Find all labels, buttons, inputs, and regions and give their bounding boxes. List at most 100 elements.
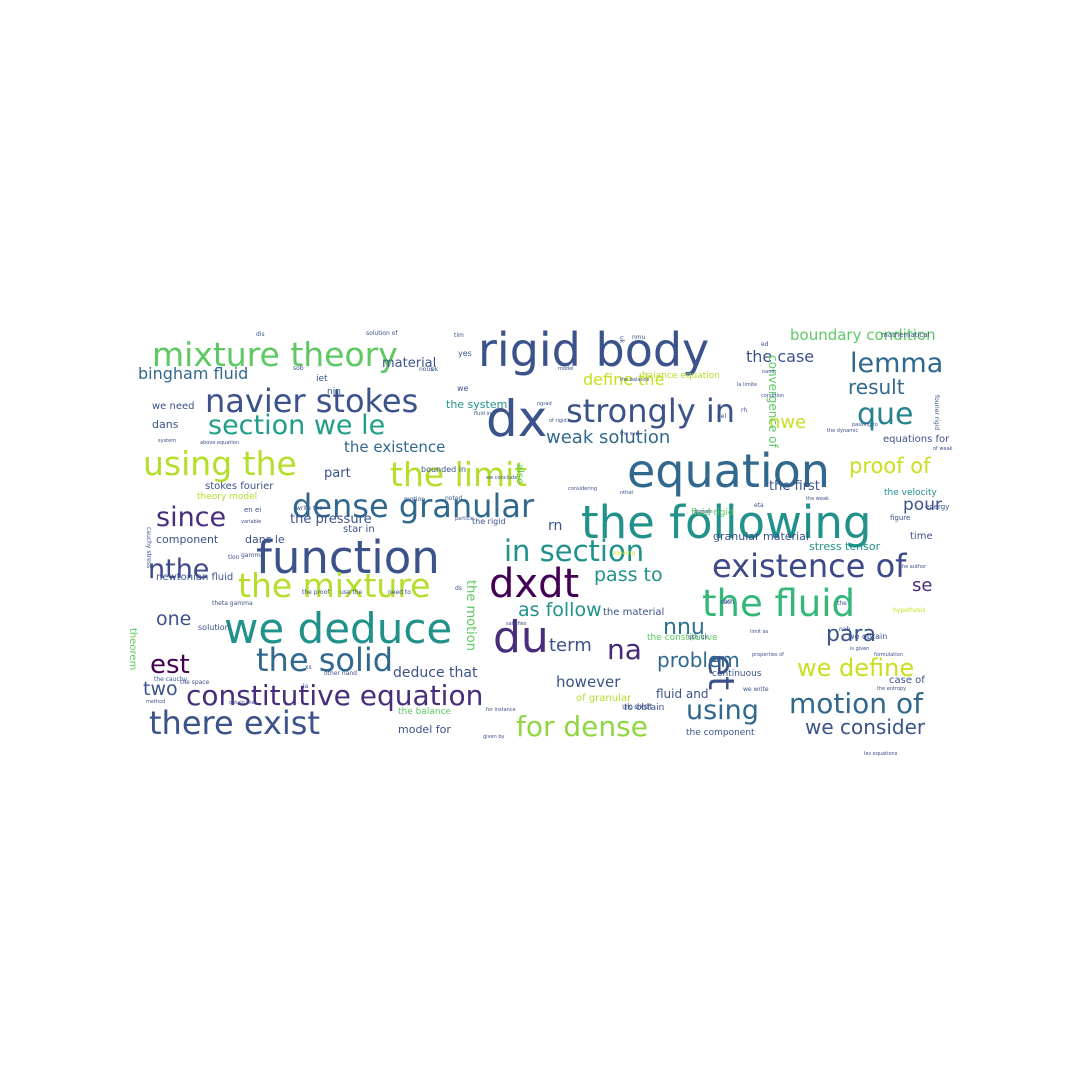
word: dxdt: [489, 561, 580, 607]
word: solution of: [366, 330, 398, 337]
word: cauchy stress: [145, 527, 152, 569]
word: passing to: [852, 422, 878, 428]
word: of rigid: [549, 418, 567, 424]
word: there exist: [149, 704, 320, 742]
word: sob: [293, 365, 304, 372]
word: we need: [152, 401, 195, 412]
word: les equations: [864, 751, 898, 757]
word: dans: [152, 418, 179, 431]
word: the component: [686, 728, 755, 738]
word: nin: [327, 387, 341, 397]
word: component: [156, 533, 219, 546]
word: also: [514, 464, 525, 485]
word: proof of: [849, 454, 931, 478]
word: nmu: [632, 334, 646, 341]
word: stokes fourier: [205, 481, 274, 492]
word: material: [382, 356, 437, 371]
word: energy: [925, 503, 950, 511]
word: the author: [900, 564, 927, 570]
word: nthe: [148, 554, 210, 585]
word: solution: [198, 623, 230, 632]
word: boundary condition: [790, 326, 936, 344]
word: using: [686, 695, 759, 726]
word: tion: [228, 554, 240, 561]
word: the sup: [620, 431, 639, 437]
word: is given: [850, 646, 870, 652]
word: para: [826, 622, 876, 647]
word: time: [910, 531, 933, 542]
word: stress tensor: [809, 540, 881, 553]
word: the pressure: [290, 512, 372, 527]
word: formulation: [874, 652, 903, 658]
word: section we le: [208, 410, 386, 441]
word: the solid: [256, 641, 394, 679]
word: lemma: [850, 348, 944, 379]
word: theta gamma: [212, 600, 253, 607]
word: properties of: [752, 652, 784, 658]
word: function: [256, 531, 440, 584]
word: xs: [305, 664, 312, 671]
word: du: [493, 612, 549, 663]
word: we conclude: [486, 475, 518, 481]
word: figure: [890, 514, 911, 522]
word: the following: [581, 496, 872, 549]
word: the velocity: [884, 488, 937, 498]
word: use the: [340, 589, 363, 596]
word: nand: [762, 369, 775, 375]
word: however: [556, 673, 621, 691]
word: equation: [627, 444, 830, 498]
word: se: [912, 575, 933, 596]
word: the case: [746, 347, 815, 366]
word: nnu: [663, 615, 705, 640]
word: moving: [613, 550, 636, 557]
word: the system: [446, 398, 508, 411]
word: particle: [455, 516, 474, 522]
word: obtain the: [229, 700, 255, 706]
word: nthat: [620, 490, 634, 496]
word: the existence: [344, 438, 446, 456]
word: pass to: [594, 564, 663, 586]
word: result: [848, 375, 905, 399]
word: uk dxdt: [622, 702, 653, 711]
word: in section: [504, 534, 645, 568]
word: fluid in: [474, 411, 492, 417]
word: system: [158, 438, 177, 444]
word: fluid and: [656, 687, 709, 701]
word: mathematical: [881, 331, 930, 339]
word: the entropy: [877, 686, 907, 692]
word: the rigid: [472, 517, 506, 526]
word: ok: [431, 366, 439, 373]
word: noted: [445, 495, 463, 502]
word: we deduce: [224, 604, 453, 653]
word: motion of: [789, 687, 923, 720]
word: problem: [657, 648, 740, 672]
word: using the: [143, 444, 297, 483]
word: uk: [618, 336, 625, 344]
word: given by: [483, 734, 505, 740]
word: nous: [419, 366, 434, 373]
word: the dynamic: [827, 428, 859, 434]
word: one: [156, 608, 192, 630]
word: satisfies: [506, 621, 527, 627]
word: the space: [180, 679, 210, 686]
word: est: [150, 650, 190, 680]
word: part: [324, 466, 351, 481]
word: star in: [343, 524, 375, 535]
word: need to: [388, 589, 411, 596]
word: two: [143, 678, 178, 700]
word: bingham fluid: [138, 364, 249, 383]
word: dans le: [245, 533, 285, 546]
word: ed: [761, 341, 769, 348]
word: pour: [903, 495, 942, 515]
word: motion: [404, 496, 426, 503]
word: we consider: [805, 715, 926, 739]
word: define the: [583, 370, 665, 389]
word: rn: [548, 518, 563, 534]
word: la limite: [737, 382, 758, 388]
word: the fluid: [702, 582, 856, 625]
word: the first: [769, 479, 820, 494]
word: bounded in: [421, 465, 467, 474]
word: dx: [486, 390, 548, 448]
word: case of: [889, 675, 925, 686]
